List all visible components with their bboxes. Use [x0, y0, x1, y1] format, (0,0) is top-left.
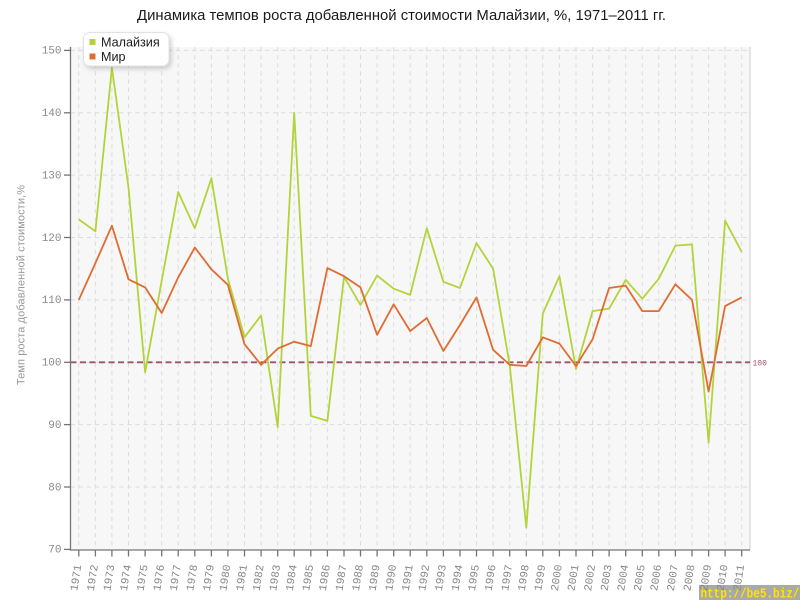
- svg-text:1998: 1998: [517, 564, 533, 592]
- svg-text:1988: 1988: [351, 564, 367, 592]
- svg-text:1992: 1992: [417, 564, 433, 592]
- svg-text:http://be5.biz/: http://be5.biz/: [701, 586, 800, 600]
- svg-text:2010: 2010: [716, 564, 732, 592]
- svg-text:2008: 2008: [682, 564, 698, 592]
- svg-text:1996: 1996: [484, 564, 500, 592]
- svg-text:1993: 1993: [434, 564, 450, 592]
- svg-text:2003: 2003: [600, 564, 616, 592]
- svg-text:150: 150: [42, 46, 62, 58]
- svg-text:1984: 1984: [285, 564, 301, 592]
- svg-text:1971: 1971: [69, 564, 85, 592]
- svg-text:1991: 1991: [401, 564, 417, 592]
- svg-text:120: 120: [42, 233, 62, 245]
- svg-text:1980: 1980: [218, 564, 234, 592]
- svg-text:1985: 1985: [301, 564, 317, 592]
- svg-text:1982: 1982: [252, 564, 268, 592]
- svg-text:Мир: Мир: [101, 50, 126, 64]
- svg-text:1976: 1976: [152, 564, 168, 592]
- svg-text:Темп роста добавленной стоимос: Темп роста добавленной стоимости,%: [16, 185, 28, 385]
- svg-text:2009: 2009: [699, 564, 715, 592]
- svg-text:140: 140: [42, 108, 62, 120]
- svg-text:2001: 2001: [566, 564, 582, 592]
- svg-text:1979: 1979: [202, 564, 218, 592]
- svg-text:2011: 2011: [732, 564, 748, 592]
- svg-text:80: 80: [48, 482, 61, 494]
- svg-text:130: 130: [42, 170, 62, 182]
- svg-text:1977: 1977: [169, 564, 185, 592]
- svg-text:Малайзия: Малайзия: [101, 36, 160, 50]
- svg-text:1986: 1986: [318, 564, 334, 592]
- svg-text:2004: 2004: [616, 564, 632, 592]
- svg-text:2000: 2000: [550, 564, 566, 592]
- svg-text:1983: 1983: [268, 564, 284, 592]
- svg-text:100: 100: [753, 359, 768, 368]
- svg-text:1973: 1973: [102, 564, 118, 592]
- svg-text:110: 110: [42, 295, 62, 307]
- svg-text:2007: 2007: [666, 564, 682, 592]
- svg-text:1987: 1987: [334, 564, 350, 592]
- svg-text:1981: 1981: [235, 564, 251, 592]
- svg-text:1972: 1972: [86, 564, 102, 592]
- svg-text:1990: 1990: [384, 564, 400, 592]
- svg-text:1975: 1975: [136, 564, 152, 592]
- svg-text:100: 100: [42, 358, 62, 370]
- svg-text:Динамика темпов роста добавлен: Динамика темпов роста добавленной стоимо…: [137, 8, 666, 24]
- svg-text:2006: 2006: [649, 564, 665, 592]
- svg-text:90: 90: [48, 420, 61, 432]
- svg-text:1978: 1978: [185, 564, 201, 592]
- svg-text:1989: 1989: [368, 564, 384, 592]
- svg-text:70: 70: [48, 545, 61, 557]
- svg-text:1974: 1974: [119, 564, 135, 592]
- svg-text:1999: 1999: [533, 564, 549, 592]
- svg-text:2005: 2005: [633, 564, 649, 592]
- svg-text:1994: 1994: [450, 564, 466, 592]
- svg-text:1995: 1995: [467, 564, 483, 592]
- svg-text:2002: 2002: [583, 564, 599, 592]
- svg-text:1997: 1997: [500, 564, 516, 592]
